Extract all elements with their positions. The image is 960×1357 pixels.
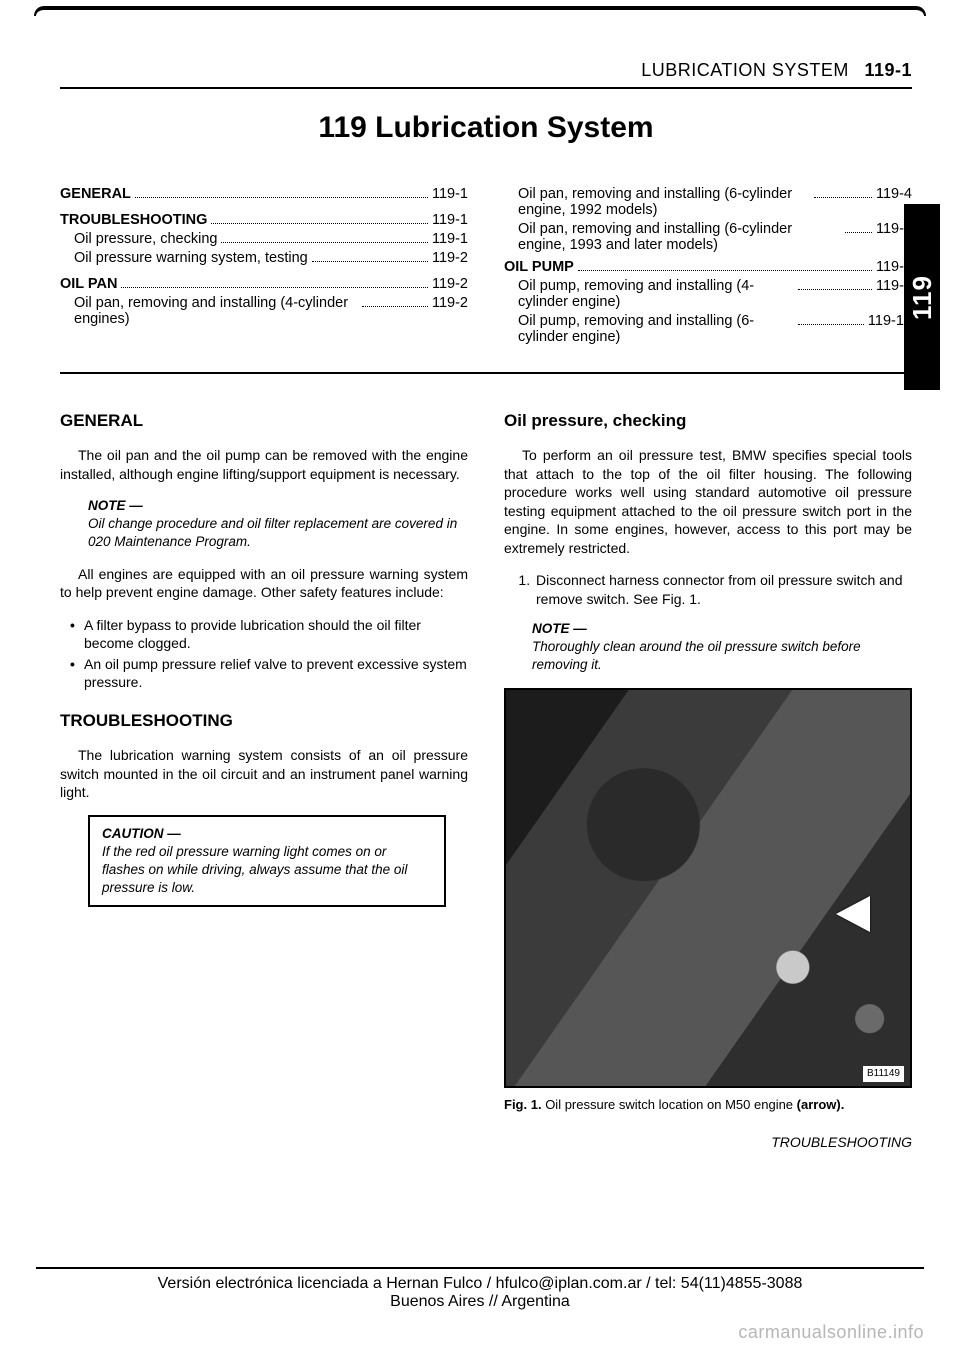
- caution-box: CAUTION If the red oil pressure warning …: [88, 815, 446, 906]
- running-head: LUBRICATION SYSTEM 119-1: [60, 60, 912, 89]
- toc-leader: [798, 289, 872, 290]
- chapter-title: 119 Lubrication System: [60, 111, 912, 145]
- toc-label: Oil pump, removing and installing (6-cyl…: [518, 313, 794, 345]
- toc-entry: Oil pan, removing and installing (4-cyli…: [60, 295, 468, 327]
- note-block: NOTE Thoroughly clean around the oil pre…: [532, 620, 912, 673]
- toc-label: OIL PUMP: [504, 259, 574, 275]
- toc-label: Oil pan, removing and installing (6-cyli…: [518, 186, 810, 218]
- header-section: LUBRICATION SYSTEM: [641, 60, 849, 80]
- toc-page: 119-4: [876, 186, 912, 202]
- license-footer: Versión electrónica licenciada a Hernan …: [36, 1267, 924, 1311]
- header-page: 119-1: [864, 60, 912, 80]
- figure-caption: Fig. 1. Oil pressure switch location on …: [504, 1096, 912, 1113]
- toc-leader: [221, 242, 428, 243]
- toc-entry: OIL PUMP 119-8: [504, 259, 912, 275]
- toc-entry: OIL PAN 119-2: [60, 276, 468, 292]
- toc-entry: Oil pan, removing and installing (6-cyli…: [504, 186, 912, 218]
- toc-right-column: Oil pan, removing and installing (6-cyli…: [504, 183, 912, 348]
- toc-label: Oil pan, removing and installing (6-cyli…: [518, 221, 841, 253]
- bullet-item: A filter bypass to provide lubrication s…: [70, 616, 468, 653]
- page: LUBRICATION SYSTEM 119-1 119 Lubrication…: [0, 0, 960, 1357]
- table-of-contents: GENERAL 119-1 TROUBLESHOOTING 119-1 Oil …: [60, 183, 912, 374]
- toc-label: OIL PAN: [60, 276, 117, 292]
- note-text: Oil change procedure and oil filter repl…: [88, 516, 457, 549]
- toc-entry: Oil pressure, checking 119-1: [60, 231, 468, 247]
- right-column: Oil pressure, checking To perform an oil…: [504, 402, 912, 1151]
- paragraph: To perform an oil pressure test, BMW spe…: [504, 446, 912, 557]
- toc-page: 119-1: [432, 231, 468, 247]
- step-list: Disconnect harness connector from oil pr…: [534, 571, 912, 608]
- note-body: Oil change procedure and oil filter repl…: [88, 515, 468, 551]
- toc-leader: [798, 324, 864, 325]
- watermark: carmanualsonline.info: [738, 1322, 924, 1343]
- toc-label: Oil pressure warning system, testing: [74, 250, 308, 266]
- toc-left-column: GENERAL 119-1 TROUBLESHOOTING 119-1 Oil …: [60, 183, 468, 348]
- toc-leader: [814, 197, 872, 198]
- note-heading: NOTE: [88, 497, 468, 515]
- toc-leader: [135, 197, 428, 198]
- note-body: Thoroughly clean around the oil pressure…: [532, 638, 912, 674]
- thumb-tab-number: 119: [907, 275, 938, 320]
- figure-number: Fig. 1.: [504, 1097, 542, 1112]
- toc-entry: TROUBLESHOOTING 119-1: [60, 212, 468, 228]
- toc-label: Oil pan, removing and installing (4-cyli…: [74, 295, 358, 327]
- toc-leader: [578, 270, 872, 271]
- license-line-2: Buenos Aires // Argentina: [36, 1293, 924, 1311]
- arrow-icon: [836, 896, 870, 932]
- toc-label: GENERAL: [60, 186, 131, 202]
- figure-text: Oil pressure switch location on M50 engi…: [545, 1097, 796, 1112]
- heading-general: GENERAL: [60, 410, 468, 432]
- photo-id: B11149: [863, 1066, 904, 1081]
- body-columns: GENERAL The oil pan and the oil pump can…: [60, 402, 912, 1151]
- toc-entry: Oil pump, removing and installing (6-cyl…: [504, 313, 912, 345]
- toc-page: 119-2: [432, 250, 468, 266]
- toc-leader: [121, 287, 428, 288]
- paragraph: The oil pan and the oil pump can be remo…: [60, 446, 468, 483]
- figure-photo: B11149: [504, 688, 912, 1088]
- toc-entry: Oil pan, removing and installing (6-cyli…: [504, 221, 912, 253]
- toc-page: 119-2: [432, 276, 468, 292]
- toc-page: 119-1: [432, 212, 468, 228]
- thumb-tab: 119: [904, 204, 940, 390]
- bullet-list: A filter bypass to provide lubrication s…: [70, 616, 468, 692]
- section-footer: TROUBLESHOOTING: [504, 1133, 912, 1151]
- toc-page: 119-2: [432, 295, 468, 311]
- toc-entry: Oil pressure warning system, testing 119…: [60, 250, 468, 266]
- note-heading: NOTE: [532, 620, 912, 638]
- caution-body: If the red oil pressure warning light co…: [102, 843, 432, 896]
- toc-entry: GENERAL 119-1: [60, 186, 468, 202]
- step-item: Disconnect harness connector from oil pr…: [534, 571, 912, 608]
- toc-leader: [211, 223, 428, 224]
- toc-leader: [845, 232, 872, 233]
- caution-heading: CAUTION: [102, 825, 432, 843]
- toc-label: TROUBLESHOOTING: [60, 212, 207, 228]
- heading-oil-pressure-checking: Oil pressure, checking: [504, 410, 912, 432]
- toc-label: Oil pressure, checking: [74, 231, 217, 247]
- left-column: GENERAL The oil pan and the oil pump can…: [60, 402, 468, 1151]
- toc-leader: [362, 306, 428, 307]
- toc-page: 119-1: [432, 186, 468, 202]
- paragraph: The lubrication warning system consists …: [60, 746, 468, 801]
- scan-edge: [34, 6, 926, 16]
- toc-entry: Oil pump, removing and installing (4-cyl…: [504, 278, 912, 310]
- paragraph: All engines are equipped with an oil pre…: [60, 565, 468, 602]
- toc-label: Oil pump, removing and installing (4-cyl…: [518, 278, 794, 310]
- license-line-1: Versión electrónica licenciada a Hernan …: [36, 1275, 924, 1293]
- note-block: NOTE Oil change procedure and oil filter…: [88, 497, 468, 550]
- heading-troubleshooting: TROUBLESHOOTING: [60, 710, 468, 732]
- toc-leader: [312, 261, 428, 262]
- bullet-item: An oil pump pressure relief valve to pre…: [70, 655, 468, 692]
- figure-arrow-ref: (arrow).: [797, 1097, 845, 1112]
